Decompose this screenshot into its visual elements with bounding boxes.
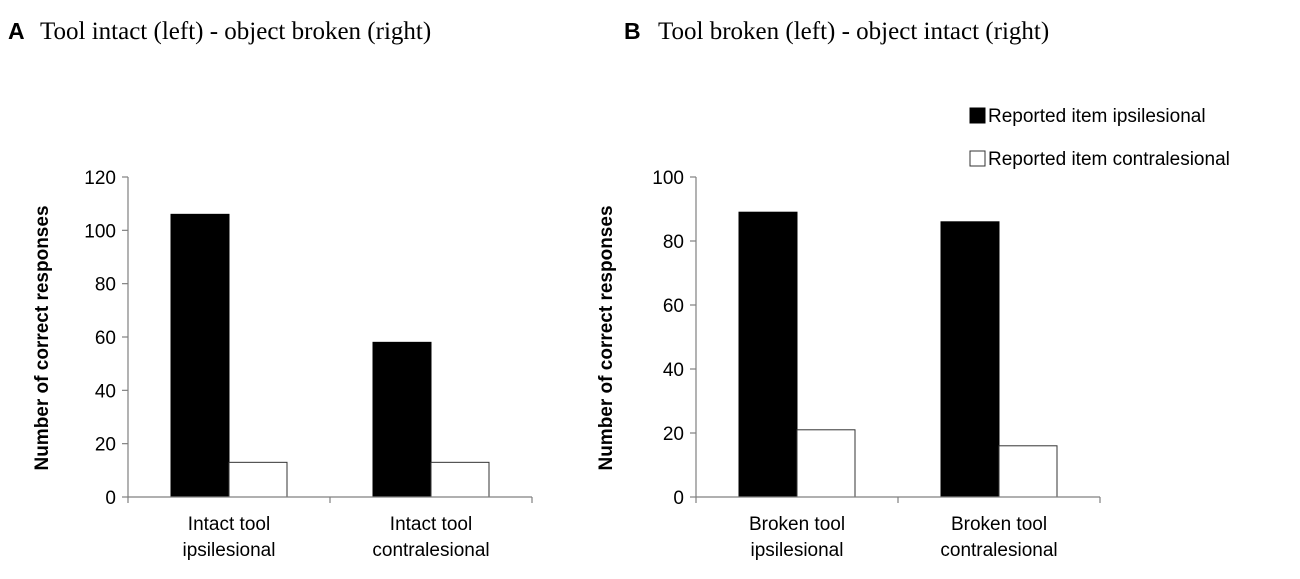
panel-a-ytick-label: 80 (95, 275, 116, 296)
legend: Reported item ipsilesional Reported item… (969, 106, 1230, 170)
panel-b-chart: B Tool broken (left) - object intact (ri… (596, 18, 1101, 561)
panel-b-bar-ipsilesional (940, 221, 1000, 498)
panel-a-ytick-label: 0 (105, 488, 116, 509)
panel-a-bar-ipsilesional (372, 341, 432, 498)
panel-b-ytick-label: 60 (663, 296, 684, 317)
panel-a-ytick-label: 100 (84, 221, 116, 242)
legend-label-ipsilesional: Reported item ipsilesional (988, 106, 1206, 127)
panel-a-category-label: ipsilesional (183, 540, 276, 561)
legend-label-contralesional: Reported item contralesional (988, 149, 1230, 170)
panel-b-y-ticks: 0 20 40 60 80 100 (652, 168, 696, 509)
panel-b-category-label: contralesional (940, 540, 1057, 561)
panel-a-letter: A (8, 18, 25, 44)
panel-a-category-label: contralesional (372, 540, 489, 561)
panel-a-chart: A Tool intact (left) - object broken (ri… (8, 18, 533, 561)
panel-b-category-label: Broken tool (749, 514, 845, 535)
panel-b-letter: B (624, 18, 641, 44)
panel-b-ytick-label: 0 (673, 488, 684, 509)
panel-b-ytick-label: 20 (663, 424, 684, 445)
panel-a-ytick-label: 60 (95, 328, 116, 349)
panel-b-bars (738, 211, 1058, 498)
panel-b-ylabel: Number of correct responses (596, 205, 617, 470)
panel-a-bar-contralesional (430, 461, 490, 498)
panel-b-ytick-label: 40 (663, 360, 684, 381)
panel-b-title: Tool broken (left) - object intact (righ… (658, 18, 1049, 45)
panel-b-ytick-label: 100 (652, 168, 684, 189)
legend-swatch-contralesional (969, 150, 986, 167)
panel-a-ytick-label: 20 (95, 435, 116, 456)
panel-b-category-label: ipsilesional (751, 540, 844, 561)
panel-b-categories: Broken tool ipsilesional Broken tool contra… (749, 514, 1058, 561)
panel-a-axes (127, 177, 533, 503)
panel-a-ytick-label: 120 (84, 168, 116, 189)
panel-b-bar-contralesional (998, 445, 1058, 498)
panel-a-bars (170, 213, 490, 498)
panel-b-bar-contralesional (796, 429, 856, 498)
panel-a-bar-ipsilesional (170, 213, 230, 498)
panel-a-categories: Intact tool ipsilesional Intact tool contra… (183, 514, 490, 561)
panel-a-ylabel: Number of correct responses (32, 205, 53, 470)
panel-b-category-label: Broken tool (951, 514, 1047, 535)
panel-a-category-label: Intact tool (390, 514, 472, 535)
panel-a-category-label: Intact tool (188, 514, 270, 535)
panel-a-bar-contralesional (228, 461, 288, 498)
panel-b-bar-ipsilesional (738, 211, 798, 498)
panel-b-ytick-label: 80 (663, 232, 684, 253)
panel-a-y-ticks: 0 20 40 60 80 100 120 (84, 168, 128, 509)
legend-swatch-ipsilesional (969, 107, 986, 124)
panel-a-title: Tool intact (left) - object broken (righ… (40, 18, 431, 45)
panel-a-ytick-label: 40 (95, 381, 116, 402)
panel-b-axes (695, 177, 1101, 503)
